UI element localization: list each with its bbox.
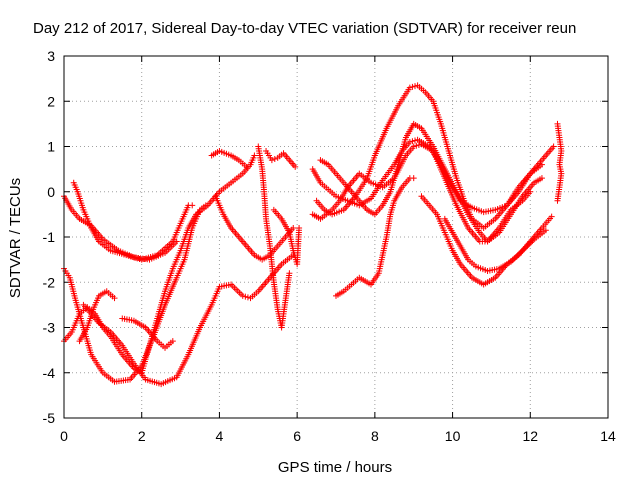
data-point-fill [271, 155, 278, 162]
data-point [286, 270, 293, 277]
data-point [406, 138, 413, 145]
x-tick-label: 0 [60, 428, 68, 444]
data-point [243, 163, 250, 170]
y-tick-label: 3 [47, 48, 55, 64]
y-tick-label: 1 [47, 139, 55, 155]
chart-title: Day 212 of 2017, Sidereal Day-to-day VTE… [33, 20, 576, 37]
data-point [550, 143, 557, 150]
data-point-fill [409, 83, 416, 90]
data-point [111, 295, 118, 302]
data-point [548, 213, 555, 220]
data-point [268, 157, 275, 164]
y-axis-title: SDTVAR / TECUs [7, 178, 24, 298]
x-axis-title: GPS time / hours [278, 459, 392, 476]
data-point [410, 143, 417, 150]
data-point [406, 84, 413, 91]
x-tick-label: 6 [293, 428, 301, 444]
data-point [527, 188, 534, 195]
data-point [251, 152, 258, 159]
y-tick-label: 0 [47, 184, 55, 200]
x-tick-label: 10 [445, 428, 461, 444]
data-point [410, 175, 417, 182]
y-tick-label: 2 [47, 93, 55, 109]
x-tick-label: 4 [216, 428, 224, 444]
y-tick-label: -5 [43, 410, 56, 426]
grid-lines [64, 56, 608, 418]
data-point [290, 224, 297, 231]
x-tick-label: 12 [522, 428, 538, 444]
data-point [169, 338, 176, 345]
data-point [292, 163, 299, 170]
data-point-fill [409, 138, 416, 145]
x-tick-label: 2 [138, 428, 146, 444]
data-point [202, 202, 209, 209]
data-point [538, 161, 545, 168]
data-point-fill [244, 294, 251, 301]
y-tick-label: -4 [43, 365, 56, 381]
y-tick-label: -1 [43, 229, 56, 245]
data-point [538, 175, 545, 182]
x-tick-label: 8 [371, 428, 379, 444]
data-point [554, 197, 561, 204]
data-point [296, 224, 303, 231]
data-point-fill [412, 83, 419, 90]
data-point [189, 202, 196, 209]
data-point-fill [413, 142, 420, 149]
data-points [61, 82, 565, 388]
x-tick-label: 14 [600, 428, 616, 444]
y-tick-label: -2 [43, 274, 56, 290]
plot-frame [63, 55, 609, 419]
y-tick-label: -3 [43, 320, 56, 336]
data-point [542, 227, 549, 234]
data-point [239, 292, 246, 299]
data-point-fill [242, 293, 249, 300]
